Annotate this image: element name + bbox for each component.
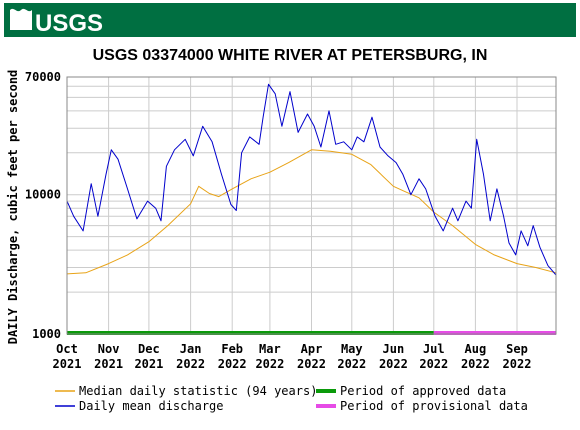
y-tick-labels: 1000 10000 70000 — [25, 70, 61, 341]
usgs-logo: USGS — [10, 8, 103, 37]
x-tick-year: 2022 — [337, 357, 366, 371]
x-tick-month: Nov — [98, 342, 120, 356]
x-tick-year: 2022 — [419, 357, 448, 371]
x-tick-year: 2021 — [134, 357, 163, 371]
x-tick-year: 2022 — [218, 357, 247, 371]
legend-approved-period-label: Period of approved data — [340, 384, 506, 398]
usgs-wave-icon — [10, 8, 32, 31]
provisional-period-bar — [433, 331, 557, 335]
x-tick-year: 2022 — [176, 357, 205, 371]
legend-daily-mean-label: Daily mean discharge — [79, 399, 224, 413]
x-tick-year: 2022 — [503, 357, 532, 371]
y-tick-label: 70000 — [25, 70, 61, 84]
legend-median-daily-label: Median daily statistic (94 years) — [79, 384, 317, 398]
x-tick-year: 2021 — [94, 357, 123, 371]
legend-provisional-period-label: Period of provisional data — [340, 399, 528, 413]
approved-period-bar — [67, 331, 434, 335]
median-daily-line — [66, 149, 557, 275]
legend: Median daily statistic (94 years)Daily m… — [55, 384, 528, 413]
y-tick-label: 1000 — [32, 327, 61, 341]
x-tick-month: Jun — [383, 342, 405, 356]
x-tick-month: Apr — [301, 342, 323, 356]
period-bar — [67, 331, 557, 335]
grid — [67, 77, 556, 334]
usgs-header-bar — [4, 3, 576, 37]
daily-mean-line — [66, 83, 557, 276]
chart-title: USGS 03374000 WHITE RIVER AT PETERSBURG,… — [93, 47, 488, 64]
x-tick-year: 2022 — [255, 357, 284, 371]
x-tick-month: Jan — [180, 342, 202, 356]
x-tick-labels: Oct2021Nov2021Dec2021Jan2022Feb2022Mar20… — [53, 342, 532, 371]
y-axis-label: DAILY Discharge, cubic feet per second — [6, 70, 20, 345]
series-layer — [66, 83, 557, 276]
x-tick-month: Sep — [506, 342, 528, 356]
x-tick-month: Dec — [138, 342, 160, 356]
plot-frame — [66, 76, 557, 335]
x-tick-month: Aug — [465, 342, 487, 356]
x-tick-month: Oct — [56, 342, 78, 356]
x-tick-year: 2021 — [53, 357, 82, 371]
x-tick-year: 2022 — [379, 357, 408, 371]
x-tick-year: 2022 — [297, 357, 326, 371]
x-tick-month: Jul — [423, 342, 445, 356]
usgs-logo-text: USGS — [35, 10, 103, 37]
x-tick-month: Feb — [221, 342, 243, 356]
y-tick-label: 10000 — [25, 188, 61, 202]
x-tick-year: 2022 — [461, 357, 490, 371]
x-tick-month: Mar — [259, 342, 281, 356]
x-tick-month: May — [341, 342, 363, 356]
